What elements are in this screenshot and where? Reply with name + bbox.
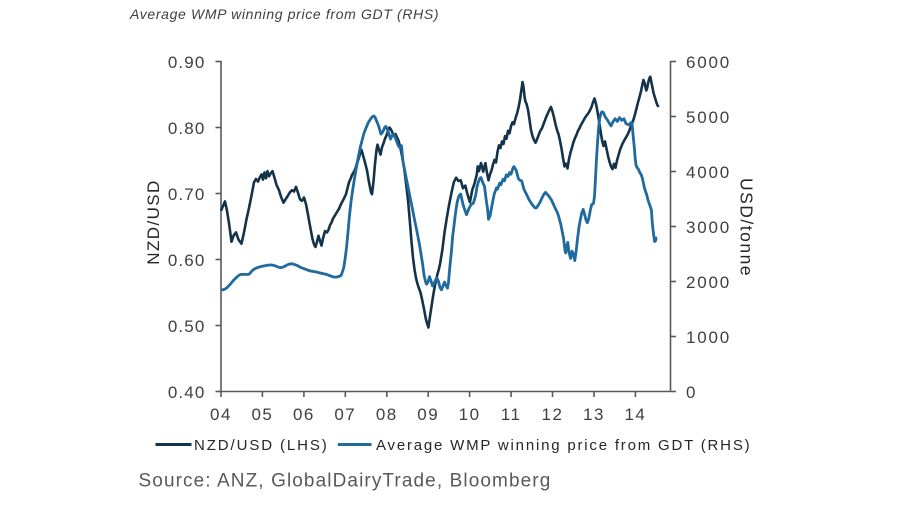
svg-text:NZD/USD: NZD/USD	[144, 179, 163, 264]
svg-text:10: 10	[459, 405, 481, 424]
svg-text:13: 13	[583, 405, 605, 424]
svg-text:0.40: 0.40	[168, 383, 206, 402]
svg-text:0: 0	[686, 383, 697, 402]
svg-text:Average WMP winning price from: Average WMP winning price from GDT (RHS)	[376, 437, 751, 454]
svg-text:04: 04	[210, 405, 232, 424]
svg-text:Average WMP winning price from: Average WMP winning price from GDT (RHS)	[129, 6, 439, 22]
svg-text:05: 05	[251, 405, 273, 424]
svg-text:0.90: 0.90	[168, 53, 206, 72]
svg-text:09: 09	[417, 405, 439, 424]
svg-text:11: 11	[501, 405, 522, 424]
svg-text:0.60: 0.60	[168, 251, 206, 270]
svg-text:06: 06	[293, 405, 315, 424]
svg-text:5000: 5000	[686, 108, 731, 127]
svg-text:14: 14	[624, 405, 646, 424]
svg-text:0.50: 0.50	[168, 317, 206, 336]
svg-text:NZD/USD (LHS): NZD/USD (LHS)	[194, 437, 329, 454]
svg-text:07: 07	[334, 405, 356, 424]
svg-text:08: 08	[376, 405, 398, 424]
svg-text:4000: 4000	[686, 163, 731, 182]
svg-text:2000: 2000	[686, 273, 731, 292]
svg-text:6000: 6000	[686, 53, 731, 72]
svg-text:12: 12	[542, 405, 564, 424]
svg-text:USD/tonne: USD/tonne	[737, 178, 757, 277]
svg-text:0.80: 0.80	[168, 119, 206, 138]
svg-text:1000: 1000	[686, 328, 731, 347]
svg-text:0.70: 0.70	[168, 185, 206, 204]
svg-text:Source: ANZ, GlobalDairyTrade,: Source: ANZ, GlobalDairyTrade, Bloomberg	[139, 471, 552, 492]
svg-text:3000: 3000	[686, 218, 731, 237]
